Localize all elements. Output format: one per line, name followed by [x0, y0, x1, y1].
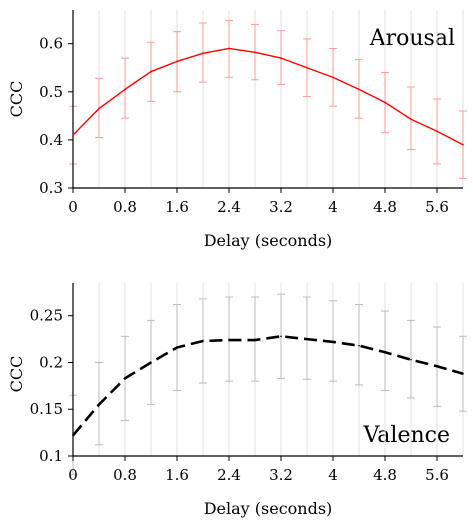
- valence-x-tick-label: 2.4: [217, 466, 241, 484]
- valence-x-tick-label: 0: [68, 466, 78, 484]
- arousal-data-point: [410, 118, 412, 121]
- arousal-data-point: [72, 134, 74, 136]
- arousal-data-point: [176, 60, 178, 63]
- valence-data-point: [410, 358, 412, 361]
- valence-data-point: [436, 365, 438, 368]
- arousal-x-tick-label: 1.6: [165, 198, 189, 216]
- valence-ylabel: CCC: [7, 356, 26, 393]
- valence-data-point: [98, 403, 100, 406]
- arousal-x-tick-label: 4: [328, 198, 338, 216]
- arousal-data-point: [358, 88, 360, 91]
- arousal-y-tick-label: 0.3: [39, 179, 63, 197]
- valence-data-point: [202, 340, 204, 342]
- valence-y-tick-label: 0.15: [30, 400, 63, 418]
- arousal-y-tick-label: 0.4: [39, 131, 63, 149]
- arousal-x-tick-label: 0.8: [113, 198, 137, 216]
- valence-x-tick-label: 3.2: [269, 466, 293, 484]
- valence-x-tick-label: 4.8: [373, 466, 397, 484]
- arousal-data-point: [228, 47, 230, 50]
- arousal-data-point: [280, 57, 282, 59]
- arousal-data-point: [306, 66, 308, 69]
- valence-chart: CCC Delay (seconds) Valence 0 0.8 1.6 2.4 3.…: [7, 283, 467, 518]
- arousal-data-point: [332, 76, 334, 79]
- valence-x-tick-label: 0.8: [113, 466, 137, 484]
- valence-y-tick-label: 0.1: [39, 447, 63, 465]
- valence-x-tick-label: 4: [328, 466, 338, 484]
- arousal-x-tick-label: 0: [68, 198, 78, 216]
- valence-data-point: [384, 351, 386, 354]
- valence-x-tick-label: 1.6: [165, 466, 189, 484]
- valence-data-point: [332, 341, 334, 343]
- arousal-series-line: [72, 47, 464, 146]
- valence-data-point: [124, 377, 126, 380]
- valence-data-point: [150, 361, 152, 364]
- arousal-xlabel: Delay (seconds): [204, 231, 333, 250]
- arousal-x-tick-label: 2.4: [217, 198, 241, 216]
- arousal-x-tick-label: 5.6: [425, 198, 449, 216]
- arousal-y-tick-label: 0.6: [39, 35, 63, 53]
- arousal-data-point: [462, 143, 464, 146]
- arousal-x-tick-label: 3.2: [269, 198, 293, 216]
- valence-data-point: [280, 335, 282, 338]
- arousal-x-tick-label: 4.8: [373, 198, 397, 216]
- arousal-data-point: [436, 130, 438, 133]
- arousal-data-point: [254, 51, 256, 54]
- arousal-annotation: Arousal: [369, 26, 455, 51]
- valence-xlabel: Delay (seconds): [204, 499, 333, 518]
- valence-annotation: Valence: [362, 423, 450, 448]
- arousal-data-point: [150, 70, 152, 73]
- valence-series-line: [72, 335, 464, 437]
- valence-data-point: [358, 344, 360, 347]
- arousal-y-tick-label: 0.5: [39, 83, 63, 101]
- valence-data-point: [72, 434, 74, 437]
- arousal-data-point: [98, 107, 100, 110]
- arousal-chart: CCC Delay (seconds) Arousal 0 0.8 1.6 2.4 3.…: [7, 10, 467, 250]
- valence-data-point: [462, 372, 464, 375]
- arousal-data-point: [124, 88, 126, 91]
- arousal-ylabel: CCC: [7, 81, 26, 118]
- arousal-data-point: [384, 101, 386, 104]
- valence-data-point: [176, 346, 178, 349]
- arousal-data-point: [202, 52, 204, 55]
- valence-data-point: [306, 338, 308, 340]
- valence-data-point: [228, 339, 230, 341]
- valence-y-tick-label: 0.25: [30, 307, 63, 325]
- valence-data-point: [254, 339, 256, 341]
- valence-x-tick-label: 5.6: [425, 466, 449, 484]
- valence-y-tick-label: 0.2: [39, 353, 63, 371]
